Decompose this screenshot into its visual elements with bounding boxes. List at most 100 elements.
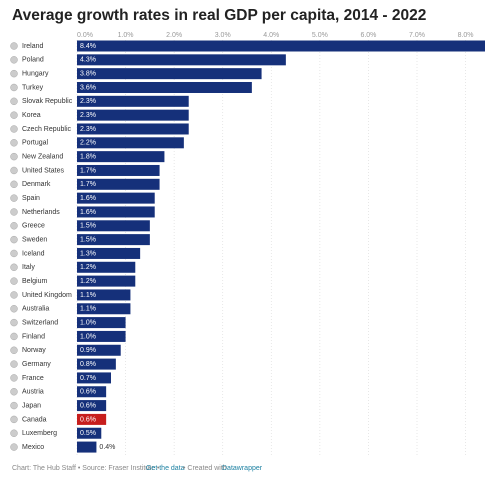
bar (77, 192, 155, 204)
value-label: 2.3% (80, 126, 96, 133)
value-label: 1.1% (80, 306, 96, 313)
x-tick-label: 0.0% (77, 32, 93, 39)
bar (77, 330, 126, 342)
bar (77, 137, 184, 149)
x-tick-label: 5.0% (312, 32, 328, 39)
value-label: 1.5% (80, 223, 96, 230)
value-label: 3.6% (80, 84, 96, 91)
value-label: 0.8% (80, 361, 96, 368)
flag-icon (10, 222, 18, 230)
value-label: 1.8% (80, 153, 96, 160)
footer-tool[interactable]: Datawrapper (222, 465, 263, 472)
bar (77, 289, 131, 301)
value-label: 0.7% (80, 375, 96, 382)
bar (77, 109, 189, 121)
bar (77, 95, 189, 107)
x-tick-label: 1.0% (118, 32, 134, 39)
flag-icon (10, 139, 18, 147)
footer-credit: Chart: The Hub Staff • Source: Fraser In… (12, 465, 160, 472)
x-tick-label: 8.0% (458, 32, 474, 39)
y-tick-label: New Zealand (22, 153, 63, 160)
y-tick-label: Poland (22, 57, 44, 64)
flag-icon (10, 194, 18, 202)
flag-icon (10, 180, 18, 189)
bar (77, 344, 121, 356)
flag-icon (10, 235, 18, 244)
y-tick-label: Germany (22, 361, 51, 368)
bar (77, 178, 160, 190)
bar (77, 441, 97, 453)
value-label: 1.0% (80, 319, 96, 326)
y-tick-label: France (22, 375, 44, 382)
y-tick-label: Sweden (22, 236, 47, 243)
y-tick-label: Hungary (22, 71, 49, 78)
y-tick-label: Italy (22, 264, 35, 271)
flag-icon (10, 152, 18, 161)
value-label: 1.2% (80, 278, 96, 285)
bar (77, 81, 252, 93)
flag-icon (10, 429, 18, 437)
bar (77, 151, 165, 163)
footer-link[interactable]: Get the data (146, 465, 185, 472)
y-tick-label: Norway (22, 347, 46, 354)
y-tick-label: Denmark (22, 181, 51, 188)
bar (77, 413, 107, 425)
bar (77, 358, 116, 370)
y-tick-label: Netherlands (22, 209, 60, 216)
bar (77, 206, 155, 218)
y-tick-label: Finland (22, 333, 45, 340)
y-tick-label: Switzerland (22, 319, 58, 326)
bar (77, 372, 111, 384)
flag-icon (10, 83, 18, 92)
y-tick-label: Iceland (22, 250, 45, 257)
chart-title: Average growth rates in real GDP per cap… (12, 7, 426, 24)
y-tick-label: Luxemberg (22, 430, 57, 437)
flag-icon (10, 346, 18, 354)
bar (77, 247, 141, 259)
flag-icon (10, 125, 18, 133)
flag-icon (10, 208, 18, 216)
y-tick-label: Korea (22, 112, 41, 119)
y-tick-label: Portugal (22, 140, 49, 147)
x-tick-label: 7.0% (409, 32, 425, 39)
bar (77, 275, 136, 287)
bar (77, 68, 262, 80)
y-tick-label: Canada (22, 416, 47, 423)
x-tick-label: 3.0% (215, 32, 231, 39)
value-label: 0.6% (80, 389, 96, 396)
value-label: 0.4% (99, 444, 115, 451)
bar (77, 54, 286, 66)
y-tick-label: United Kingdom (22, 292, 72, 299)
bar (77, 220, 150, 232)
bar (77, 123, 189, 135)
bar (77, 40, 485, 52)
bar (77, 400, 107, 412)
value-label: 2.3% (80, 112, 96, 119)
footer-created: • Created with (183, 465, 227, 472)
value-label: 3.8% (80, 71, 96, 78)
y-tick-label: Ireland (22, 43, 44, 50)
flag-icon (10, 166, 18, 175)
value-label: 2.2% (80, 140, 96, 147)
x-tick-label: 6.0% (360, 32, 376, 39)
y-tick-label: Slovak Republic (22, 98, 73, 105)
flag-icon (10, 443, 18, 451)
value-label: 2.3% (80, 98, 96, 105)
flag-icon (10, 360, 18, 368)
value-label: 0.5% (80, 430, 96, 437)
flag-icon (10, 415, 18, 424)
flag-icon (10, 401, 18, 410)
y-tick-label: Mexico (22, 444, 44, 451)
y-tick-label: Czech Republic (22, 126, 72, 133)
x-tick-label: 2.0% (166, 32, 182, 39)
y-tick-label: Turkey (22, 84, 44, 91)
y-tick-label: Belgium (22, 278, 47, 285)
flag-icon (10, 277, 18, 285)
bar (77, 234, 150, 246)
value-label: 1.6% (80, 195, 96, 202)
y-tick-label: Japan (22, 402, 41, 409)
flag-icon (10, 374, 18, 382)
value-label: 1.1% (80, 292, 96, 299)
y-tick-label: Austria (22, 389, 44, 396)
flag-icon (10, 42, 18, 50)
